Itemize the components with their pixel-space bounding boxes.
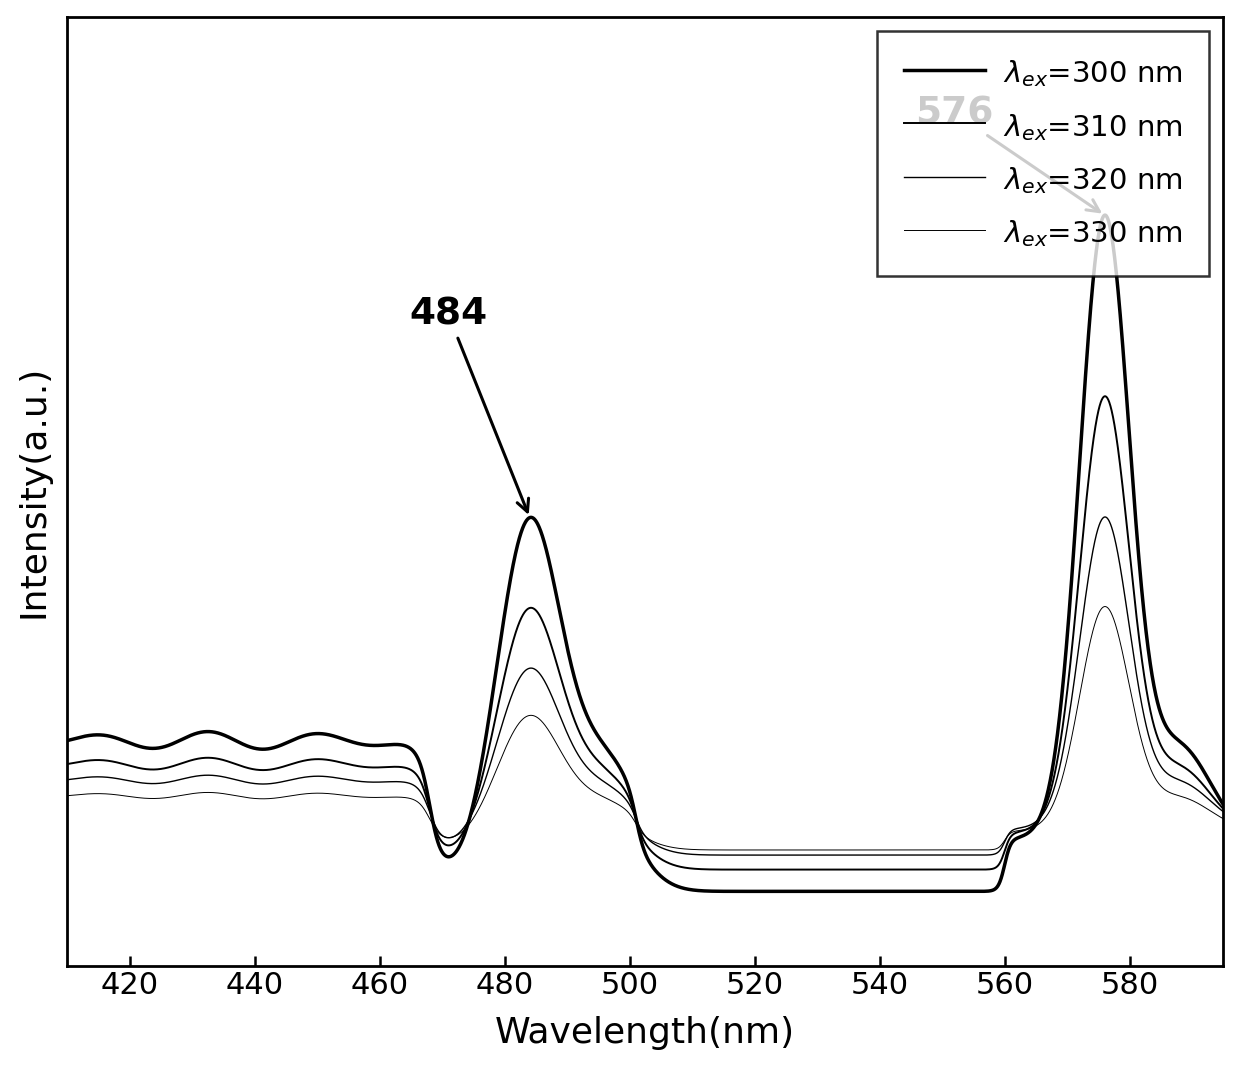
X-axis label: Wavelength(nm): Wavelength(nm) xyxy=(495,1017,795,1050)
Text: 484: 484 xyxy=(409,297,528,512)
Y-axis label: Intensity(a.u.): Intensity(a.u.) xyxy=(16,365,51,618)
Legend: $\lambda_{ex}$=300 nm, $\lambda_{ex}$=310 nm, $\lambda_{ex}$=320 nm, $\lambda_{e: $\lambda_{ex}$=300 nm, $\lambda_{ex}$=31… xyxy=(878,31,1209,275)
Text: 576: 576 xyxy=(915,95,1100,211)
